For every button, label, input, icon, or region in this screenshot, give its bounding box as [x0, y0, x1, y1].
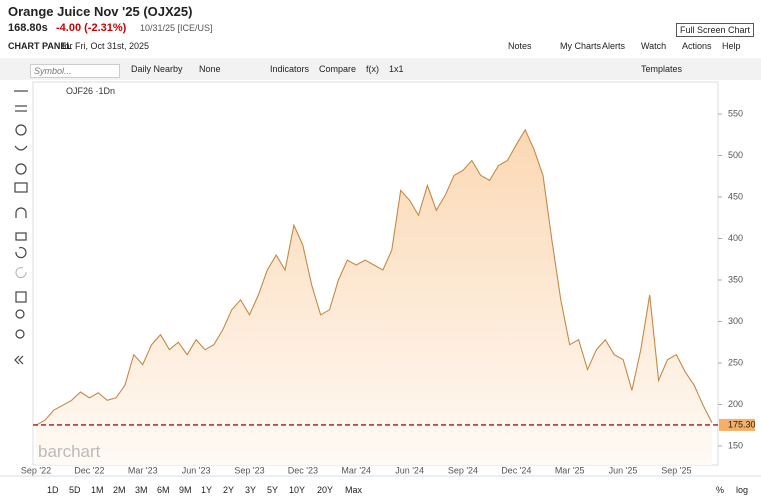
x-tick-label: Mar '25 [555, 465, 585, 475]
toolbar-item[interactable]: 1x1 [389, 64, 404, 74]
x-tick-label: Dec '23 [288, 465, 318, 475]
y-tick-label: 450 [728, 191, 743, 201]
price-line [35, 128, 713, 426]
x-tick-label: Sep '24 [448, 465, 478, 475]
panel-label: CHART PANEL [8, 41, 72, 51]
y-tick-label: 400 [728, 233, 743, 243]
templates-button[interactable]: Templates [641, 64, 683, 74]
x-tick-label: Dec '24 [501, 465, 531, 475]
period-button[interactable]: 6M [157, 485, 170, 495]
period-button[interactable]: 3Y [245, 485, 257, 495]
period-button[interactable]: 9M [179, 485, 192, 495]
quote-date: 10/31/25 [ICE/US] [140, 23, 213, 33]
log-button[interactable]: log [736, 485, 749, 495]
x-tick-label: Mar '23 [128, 465, 158, 475]
area-fill [36, 129, 712, 466]
percent-button[interactable]: % [716, 485, 725, 495]
toolbar-bg [0, 58, 761, 80]
y-tick-label: 500 [728, 150, 743, 160]
title: Orange Juice Nov '25 (OJX25) [8, 4, 193, 19]
period-button[interactable]: 1Y [201, 485, 213, 495]
header-link[interactable]: Alerts [602, 41, 626, 51]
header-link[interactable]: My Charts [560, 41, 602, 51]
x-tick-label: Mar '24 [341, 465, 371, 475]
x-tick-label: Sep '25 [661, 465, 691, 475]
header-link[interactable]: Help [722, 41, 741, 51]
last-price-box [719, 418, 755, 431]
header-link[interactable]: Watch [641, 41, 667, 51]
x-tick-label: Sep '22 [21, 465, 51, 475]
legend: OJF26 ·1Dn [66, 86, 116, 96]
toolbar-item[interactable]: Daily Nearby [131, 64, 183, 74]
x-tick-label: Sep '23 [234, 465, 264, 475]
last-price-label: 175.30 [728, 419, 756, 429]
period-button[interactable]: Max [345, 485, 363, 495]
change: -4.00 (-2.31%) [56, 22, 127, 34]
toolbar-item[interactable]: None [199, 64, 221, 74]
period-button[interactable]: 20Y [317, 485, 334, 495]
period-button[interactable]: 1M [91, 485, 104, 495]
toolbar-item[interactable]: f(x) [366, 64, 379, 74]
toolbar-item[interactable]: Indicators [270, 64, 310, 74]
header-link[interactable]: Notes [508, 41, 532, 51]
watermark: barchart [38, 442, 101, 461]
y-tick-label: 550 [728, 108, 743, 118]
period-button[interactable]: 2Y [223, 485, 235, 495]
period-button[interactable]: 10Y [289, 485, 306, 495]
x-tick-label: Dec '22 [74, 465, 104, 475]
period-button[interactable]: 3M [135, 485, 148, 495]
period-button[interactable]: 1D [47, 485, 59, 495]
fullscreen-button[interactable]: Full Screen Chart [676, 23, 755, 37]
sidebar-icons [14, 90, 28, 365]
x-tick-label: Jun '24 [395, 465, 424, 475]
y-tick-label: 200 [728, 399, 743, 409]
panel-date: for Fri, Oct 31st, 2025 [62, 41, 150, 51]
price: 168.80s [8, 22, 48, 34]
x-tick-label: Jun '23 [182, 465, 211, 475]
symbol-input[interactable]: Symbol... [30, 64, 120, 78]
y-tick-label: 300 [728, 316, 743, 326]
header-link[interactable]: Actions [682, 41, 712, 51]
period-button[interactable]: 2M [113, 485, 126, 495]
y-tick-label: 350 [728, 274, 743, 284]
y-tick-label: 150 [728, 440, 743, 450]
period-button[interactable]: 5Y [267, 485, 279, 495]
x-tick-label: Jun '25 [609, 465, 638, 475]
toolbar-item[interactable]: Compare [319, 64, 357, 74]
y-tick-label: 250 [728, 357, 743, 367]
period-button[interactable]: 5D [69, 485, 81, 495]
